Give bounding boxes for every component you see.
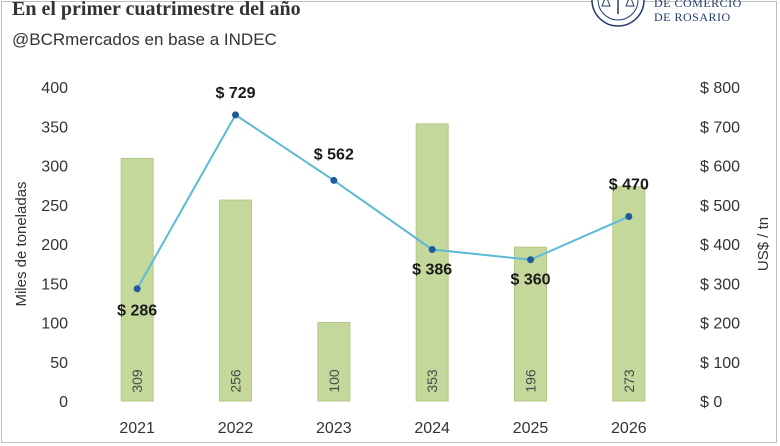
y-axis-label: Miles de toneladas xyxy=(13,181,30,306)
x-tick-label: 2025 xyxy=(513,420,549,437)
bar-value-label: 273 xyxy=(621,369,637,393)
y-tick-label: 400 xyxy=(41,80,68,97)
y-right-tick-label: $ 700 xyxy=(700,119,740,136)
bcr-seal-icon xyxy=(591,0,645,27)
x-tick-label: 2023 xyxy=(316,420,352,437)
price-line xyxy=(136,113,630,290)
price-point xyxy=(527,256,534,264)
x-tick-label: 2026 xyxy=(611,420,647,437)
y-right-tick-label: $ 800 xyxy=(700,80,740,97)
y-tick-label: 0 xyxy=(59,394,68,411)
x-tick-label: 2024 xyxy=(414,420,450,437)
bar-value-label: 256 xyxy=(228,369,244,393)
y-right-axis-label: US$ / tn xyxy=(755,217,772,271)
bar xyxy=(514,246,547,402)
chart-subtitle: @BCRmercados en base a INDEC xyxy=(12,30,277,49)
y-tick-label: 150 xyxy=(41,276,68,293)
x-tick-label: 2021 xyxy=(119,420,155,437)
bar xyxy=(219,199,252,402)
price-point xyxy=(330,176,338,184)
bar xyxy=(317,322,351,402)
y-right-tick-label: $ 100 xyxy=(700,355,740,372)
bar-value-label: 353 xyxy=(424,369,440,393)
price-value-label: $ 470 xyxy=(609,177,649,194)
logo-line-1: DE COMERCIO xyxy=(654,0,742,10)
y-tick-label: 350 xyxy=(41,119,68,136)
price-point xyxy=(428,245,436,253)
price-point xyxy=(133,285,141,293)
bar-value-label: 309 xyxy=(129,369,145,393)
bar-value-label: 100 xyxy=(326,369,342,393)
chart-title: En el primer cuatrimestre del año xyxy=(12,0,301,20)
y-tick-label: 300 xyxy=(41,159,68,176)
y-right-tick-label: $ 500 xyxy=(700,198,740,215)
y-tick-label: 100 xyxy=(41,316,68,333)
price-value-label: $ 286 xyxy=(117,303,157,320)
y-right-tick-label: $ 300 xyxy=(700,276,740,293)
y-right-tick-label: $ 400 xyxy=(700,237,740,254)
y-tick-label: 250 xyxy=(41,198,68,215)
price-value-label: $ 729 xyxy=(215,85,255,102)
bar xyxy=(415,123,449,402)
price-value-label: $ 386 xyxy=(412,261,452,278)
y-right-tick-label: $ 200 xyxy=(700,316,740,333)
bar xyxy=(120,157,154,402)
price-value-label: $ 562 xyxy=(314,146,354,163)
y-right-tick-label: $ 600 xyxy=(700,159,740,176)
y-tick-label: 50 xyxy=(50,355,68,372)
price-value-label: $ 360 xyxy=(510,272,550,289)
price-point xyxy=(625,213,633,221)
y-right-tick-label: $ 0 xyxy=(700,394,722,411)
logo-line-2: DE ROSARIO xyxy=(654,10,731,24)
y-tick-label: 200 xyxy=(41,237,68,254)
bcr-logo: DE COMERCIO DE ROSARIO xyxy=(588,0,778,30)
price-point xyxy=(232,111,239,119)
bar-value-label: 196 xyxy=(523,369,539,393)
x-tick-label: 2022 xyxy=(218,420,254,437)
bar xyxy=(612,186,646,402)
